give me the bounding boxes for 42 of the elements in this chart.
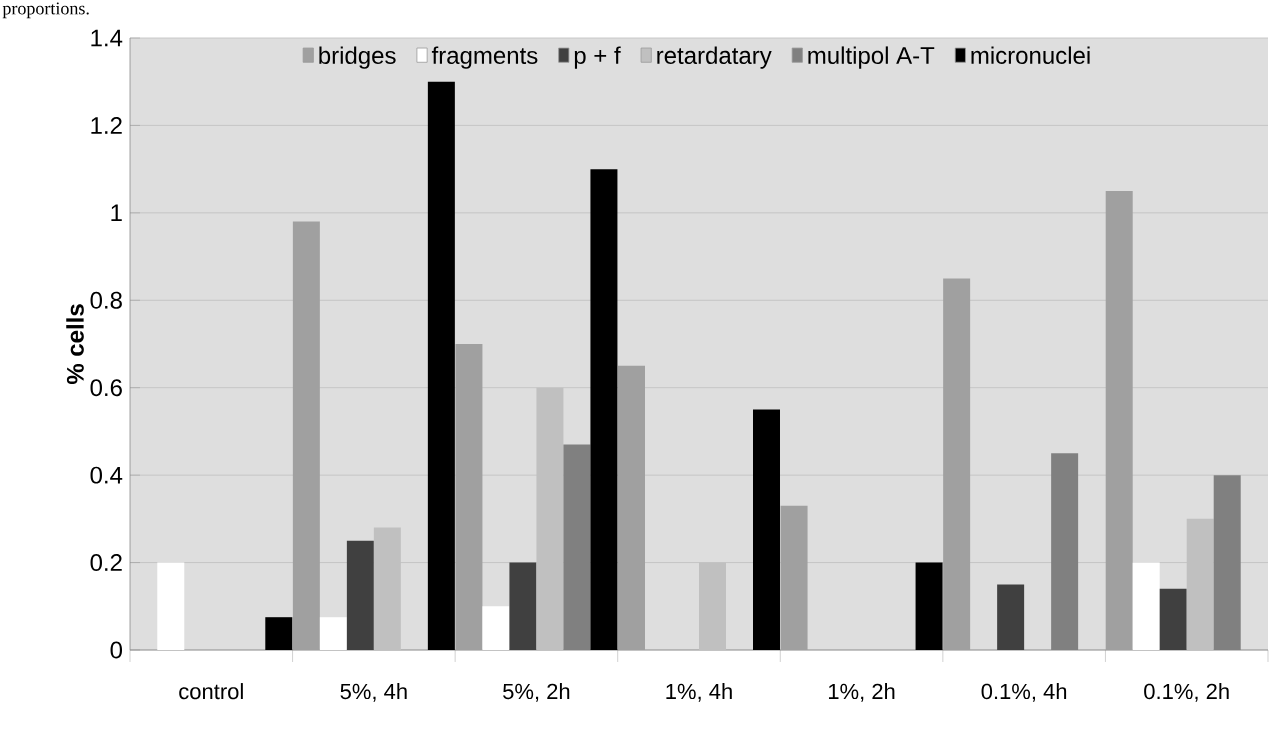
bar: [427, 81, 455, 650]
legend-label: p + f: [574, 46, 621, 69]
bar: [157, 562, 185, 650]
bar: [265, 617, 293, 650]
legend-label: multipol A-T: [808, 46, 935, 69]
bar: [997, 584, 1025, 650]
y-tick-label: 0.8: [90, 291, 122, 309]
x-tick-label: 5%, 2h: [503, 683, 570, 702]
legend-label: retardatary: [657, 46, 772, 69]
y-tick-label: 0: [110, 641, 123, 659]
x-tick-label: control: [179, 683, 243, 700]
bar: [943, 278, 971, 650]
bar: [482, 606, 510, 650]
bar: [346, 540, 374, 650]
bar: [509, 562, 537, 650]
y-axis-title: % cells: [66, 304, 84, 385]
bar: [292, 221, 320, 650]
bar: [780, 505, 808, 650]
y-tick-label: 0.4: [90, 466, 123, 484]
bar: [753, 409, 780, 650]
legend-label: bridges: [319, 46, 396, 69]
x-tick-label: 1%, 4h: [666, 683, 732, 702]
bar: [1105, 190, 1133, 650]
bar: [1132, 562, 1160, 650]
x-tick-label: 0.1%, 2h: [1144, 683, 1229, 702]
y-tick-label: 1: [111, 204, 122, 222]
x-tick-label: 5%, 4h: [340, 683, 407, 702]
x-tick-label: 1%, 2h: [828, 683, 895, 702]
bar: [455, 343, 483, 650]
text: proportions.: [2, 2, 89, 19]
legend-label: fragments: [431, 46, 538, 69]
bar: [1159, 588, 1187, 650]
bar: [590, 169, 618, 650]
y-tick-label: 0.6: [90, 379, 122, 397]
legend-label: micronuclei: [971, 46, 1090, 64]
y-tick-label: 1.2: [91, 117, 122, 134]
bar: [915, 562, 943, 650]
y-tick-label: 1.4: [91, 29, 123, 47]
bar: [319, 617, 347, 650]
x-tick-label: 0.1%, 4h: [981, 683, 1067, 702]
bar: [618, 365, 645, 650]
y-tick-label: 0.2: [90, 554, 122, 572]
